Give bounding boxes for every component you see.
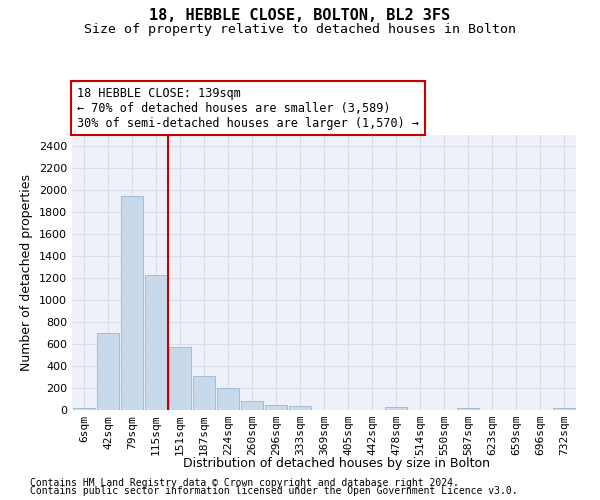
Text: Contains public sector information licensed under the Open Government Licence v3: Contains public sector information licen… [30, 486, 518, 496]
Text: Contains HM Land Registry data © Crown copyright and database right 2024.: Contains HM Land Registry data © Crown c… [30, 478, 459, 488]
Bar [289, 406, 311, 410]
Bar [73, 408, 95, 410]
Text: Distribution of detached houses by size in Bolton: Distribution of detached houses by size … [182, 457, 490, 470]
Bar [385, 407, 407, 410]
Text: Size of property relative to detached houses in Bolton: Size of property relative to detached ho… [84, 22, 516, 36]
Bar [457, 408, 479, 410]
Bar [217, 388, 239, 410]
Y-axis label: Number of detached properties: Number of detached properties [20, 174, 34, 371]
Bar [97, 333, 119, 410]
Text: 18, HEBBLE CLOSE, BOLTON, BL2 3FS: 18, HEBBLE CLOSE, BOLTON, BL2 3FS [149, 8, 451, 22]
Bar [265, 405, 287, 410]
Text: 18 HEBBLE CLOSE: 139sqm
← 70% of detached houses are smaller (3,589)
30% of semi: 18 HEBBLE CLOSE: 139sqm ← 70% of detache… [77, 86, 419, 130]
Bar [169, 348, 191, 410]
Bar [241, 401, 263, 410]
Bar [121, 196, 143, 410]
Bar [193, 376, 215, 410]
Bar [145, 274, 167, 410]
Bar [553, 408, 575, 410]
